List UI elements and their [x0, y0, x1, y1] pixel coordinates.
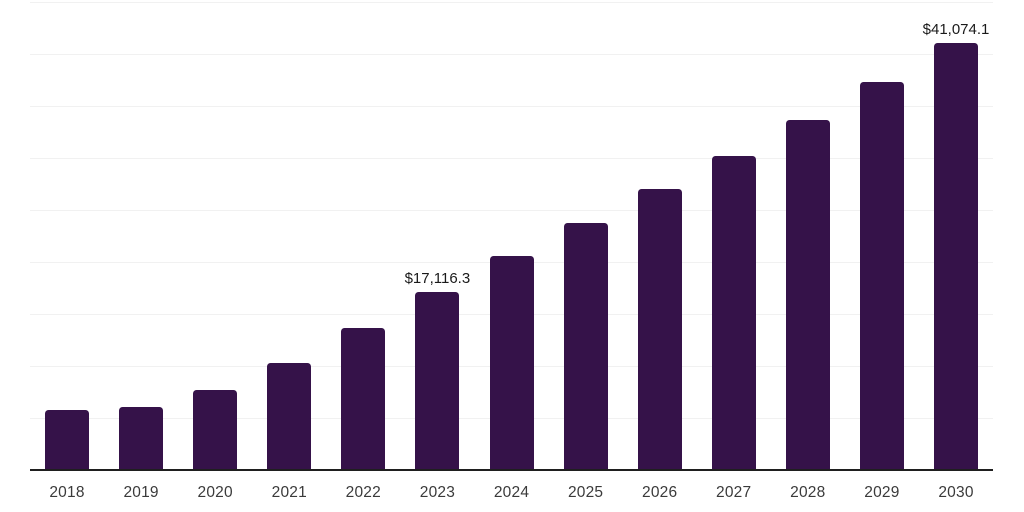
x-tick-2029: 2029 [864, 484, 900, 501]
gridline-45000 [30, 2, 993, 3]
x-tick-2024: 2024 [493, 484, 530, 501]
bar-2029 [859, 82, 904, 470]
x-axis-line [30, 468, 993, 471]
data-label-2023: $17,116.3 [404, 269, 471, 287]
bar-2030 [934, 42, 978, 470]
x-tick-2028: 2028 [790, 484, 826, 501]
x-tick-2030: 2030 [938, 484, 974, 501]
bar-2021 [267, 362, 312, 470]
bar-2022 [341, 328, 386, 470]
x-tick-2023: 2023 [419, 484, 456, 501]
bar-2024 [489, 256, 534, 470]
bar-2025 [563, 223, 608, 470]
bar-2018 [45, 410, 89, 470]
x-tick-2025: 2025 [567, 484, 604, 501]
gridline-40000 [30, 53, 993, 55]
x-tick-2020: 2020 [197, 484, 233, 501]
x-tick-2021: 2021 [271, 484, 307, 501]
x-tick-2019: 2019 [123, 484, 159, 501]
x-tick-2018: 2018 [49, 484, 85, 501]
bar-2023 [415, 291, 460, 470]
x-tick-2026: 2026 [642, 484, 678, 501]
bar-2020 [193, 389, 238, 470]
data-label-2030: $41,074.1 [922, 20, 990, 38]
gridline-25000 [30, 209, 993, 211]
gridline-30000 [30, 157, 993, 159]
bar-2019 [119, 407, 164, 470]
gridline-35000 [30, 105, 993, 107]
bar-2028 [785, 120, 830, 470]
bar-2027 [711, 155, 756, 470]
x-tick-2022: 2022 [345, 484, 381, 501]
bar-2026 [637, 189, 682, 470]
x-tick-2027: 2027 [716, 484, 752, 501]
